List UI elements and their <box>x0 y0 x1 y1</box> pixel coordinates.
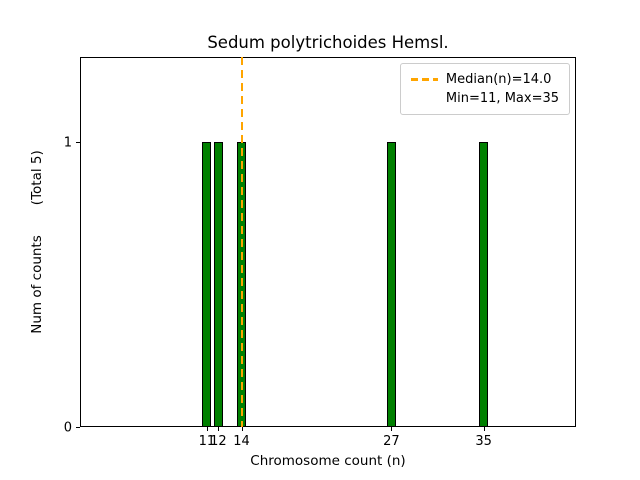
y-tick-label: 1 <box>63 135 72 151</box>
y-axis-label: Num of counts (Total 5) <box>29 150 45 334</box>
y-tick-mark <box>76 427 80 428</box>
bar <box>202 142 212 427</box>
x-tick-mark <box>218 427 220 431</box>
legend-label-minmax: Min=11, Max=35 <box>445 91 559 106</box>
median-line-swatch <box>410 78 438 81</box>
x-tick-label: 35 <box>475 434 492 449</box>
x-tick-mark <box>206 427 208 431</box>
x-tick-label: 11 <box>198 434 216 449</box>
plot-area <box>80 57 576 427</box>
x-tick-label: 27 <box>383 434 400 449</box>
bar <box>386 142 396 427</box>
legend-row-median: Median(n)=14.0 <box>410 70 559 89</box>
x-tick-label: 12 <box>210 434 227 449</box>
bar <box>213 142 223 427</box>
chart-title: Sedum polytrichoides Hemsl. <box>207 33 449 52</box>
y-tick-mark <box>76 142 80 144</box>
x-tick-mark <box>241 427 243 431</box>
y-tick-label: 0 <box>63 420 72 435</box>
x-tick-mark <box>391 427 393 431</box>
median-line <box>240 57 243 427</box>
bar <box>479 142 489 427</box>
legend-label-median: Median(n)=14.0 <box>445 72 552 87</box>
legend-swatch-spacer <box>411 97 438 100</box>
legend: Median(n)=14.0 Min=11, Max=35 <box>399 63 570 115</box>
x-tick-mark <box>483 427 485 431</box>
x-tick-label: 14 <box>233 434 250 449</box>
legend-row-minmax: Min=11, Max=35 <box>411 89 559 108</box>
x-axis-label: Chromosome count (n) <box>250 453 406 469</box>
